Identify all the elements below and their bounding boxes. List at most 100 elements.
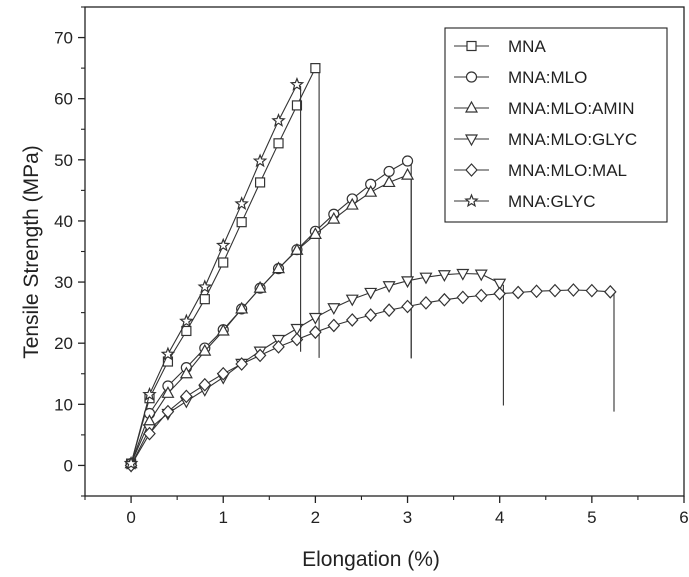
x-tick-label: 0 bbox=[126, 508, 135, 527]
data-point bbox=[382, 175, 396, 188]
legend-entry: MNA:MLO:GLYC bbox=[454, 130, 637, 149]
data-point bbox=[272, 339, 285, 354]
data-point bbox=[308, 312, 322, 325]
data-point bbox=[254, 177, 266, 188]
data-point bbox=[309, 325, 322, 340]
legend-marker bbox=[465, 163, 478, 177]
data-point bbox=[327, 211, 341, 224]
legend-marker bbox=[465, 71, 478, 83]
data-point bbox=[160, 346, 176, 361]
x-axis-title: Elongation (%) bbox=[302, 548, 440, 571]
data-point bbox=[419, 295, 433, 310]
y-tick-label: 70 bbox=[54, 29, 73, 48]
y-tick-label: 20 bbox=[54, 334, 73, 353]
data-point bbox=[123, 455, 139, 470]
data-point bbox=[383, 165, 395, 178]
data-point bbox=[143, 426, 156, 441]
data-point bbox=[437, 270, 451, 282]
data-point bbox=[456, 290, 470, 305]
data-point bbox=[603, 284, 617, 299]
data-point bbox=[345, 313, 359, 327]
data-point bbox=[215, 237, 231, 252]
data-point bbox=[161, 404, 175, 419]
series-mna-mlo-mal bbox=[124, 283, 617, 473]
data-point bbox=[493, 278, 507, 291]
data-point bbox=[253, 280, 267, 293]
data-point bbox=[180, 389, 193, 404]
x-tick-label: 4 bbox=[495, 508, 504, 527]
y-tick-label: 40 bbox=[54, 212, 73, 231]
legend-label: MNA:MLO:GLYC bbox=[508, 130, 637, 149]
legend-marker bbox=[464, 100, 479, 113]
data-point bbox=[364, 308, 377, 322]
data-point bbox=[235, 301, 249, 314]
data-point bbox=[161, 386, 175, 398]
data-point bbox=[291, 100, 303, 111]
legend-entry: MNA:MLO:AMIN bbox=[454, 99, 635, 118]
data-point bbox=[327, 318, 341, 333]
data-point bbox=[252, 153, 268, 168]
series-group bbox=[123, 63, 617, 473]
data-point bbox=[364, 184, 378, 197]
data-point bbox=[585, 283, 599, 298]
legend-entry: MNA:MLO bbox=[454, 68, 587, 87]
legend-label: MNA:MLO bbox=[508, 68, 587, 87]
data-point bbox=[327, 303, 341, 315]
x-tick-label: 5 bbox=[587, 508, 596, 527]
series-mna bbox=[125, 63, 321, 469]
data-point bbox=[236, 217, 247, 228]
data-point bbox=[548, 283, 562, 298]
data-point bbox=[197, 279, 213, 294]
data-point bbox=[216, 366, 230, 381]
data-point bbox=[179, 366, 193, 379]
legend-label: MNA bbox=[508, 37, 546, 56]
data-point bbox=[401, 155, 414, 167]
y-tick-label: 60 bbox=[54, 90, 73, 109]
data-point bbox=[199, 294, 210, 305]
data-point bbox=[530, 284, 543, 299]
data-point bbox=[382, 281, 396, 293]
x-tick-label: 3 bbox=[403, 508, 412, 527]
data-point bbox=[364, 287, 378, 300]
data-point bbox=[179, 313, 194, 328]
data-point bbox=[401, 167, 415, 180]
data-point bbox=[345, 294, 359, 307]
data-point bbox=[181, 325, 192, 337]
legend-entry: MNA:GLYC bbox=[454, 192, 596, 211]
data-point bbox=[271, 113, 286, 127]
legend-entry: MNA bbox=[454, 37, 546, 56]
data-point bbox=[234, 196, 249, 211]
legend: MNA MNA:MLO MNA:MLO:AMIN MNA:MLO:GLYC MNA:ML… bbox=[444, 27, 668, 223]
data-point bbox=[419, 272, 433, 285]
data-point bbox=[474, 269, 488, 282]
y-tick-label: 30 bbox=[54, 273, 73, 292]
data-point bbox=[310, 63, 321, 74]
x-tick-label: 1 bbox=[218, 508, 227, 527]
data-point bbox=[142, 386, 157, 401]
data-point bbox=[401, 299, 414, 314]
legend-marker bbox=[466, 40, 477, 52]
data-point bbox=[218, 257, 229, 268]
legend-marker bbox=[464, 193, 479, 208]
data-point bbox=[511, 285, 525, 300]
data-point bbox=[382, 303, 396, 318]
y-tick-label: 10 bbox=[54, 395, 73, 414]
series-mna-glyc bbox=[123, 76, 305, 470]
legend-label: MNA:GLYC bbox=[508, 192, 596, 211]
y-tick-label: 50 bbox=[54, 151, 73, 170]
data-point bbox=[198, 343, 212, 356]
data-point bbox=[253, 348, 267, 363]
data-point bbox=[474, 288, 488, 303]
y-tick-label: 0 bbox=[64, 456, 73, 475]
legend-entry: MNA:MLO:MAL bbox=[454, 161, 627, 180]
data-point bbox=[456, 268, 470, 281]
data-point bbox=[308, 227, 322, 239]
data-point bbox=[289, 76, 305, 91]
x-tick-label: 2 bbox=[311, 508, 320, 527]
data-point bbox=[345, 197, 359, 210]
data-point bbox=[272, 261, 286, 274]
data-point bbox=[290, 323, 304, 336]
legend-marker bbox=[464, 134, 479, 147]
